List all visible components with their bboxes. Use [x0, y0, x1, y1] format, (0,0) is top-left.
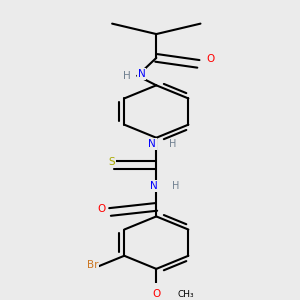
Text: H: H — [123, 71, 131, 81]
Text: H: H — [172, 181, 179, 191]
Text: N: N — [138, 69, 146, 79]
Text: O: O — [207, 54, 215, 64]
Text: CH₃: CH₃ — [177, 290, 194, 299]
Text: Br: Br — [87, 260, 98, 271]
Text: O: O — [152, 289, 160, 299]
Text: H: H — [169, 139, 177, 149]
Text: N: N — [150, 181, 158, 191]
Text: N: N — [148, 139, 156, 149]
Text: O: O — [98, 204, 106, 214]
Text: S: S — [109, 157, 116, 167]
